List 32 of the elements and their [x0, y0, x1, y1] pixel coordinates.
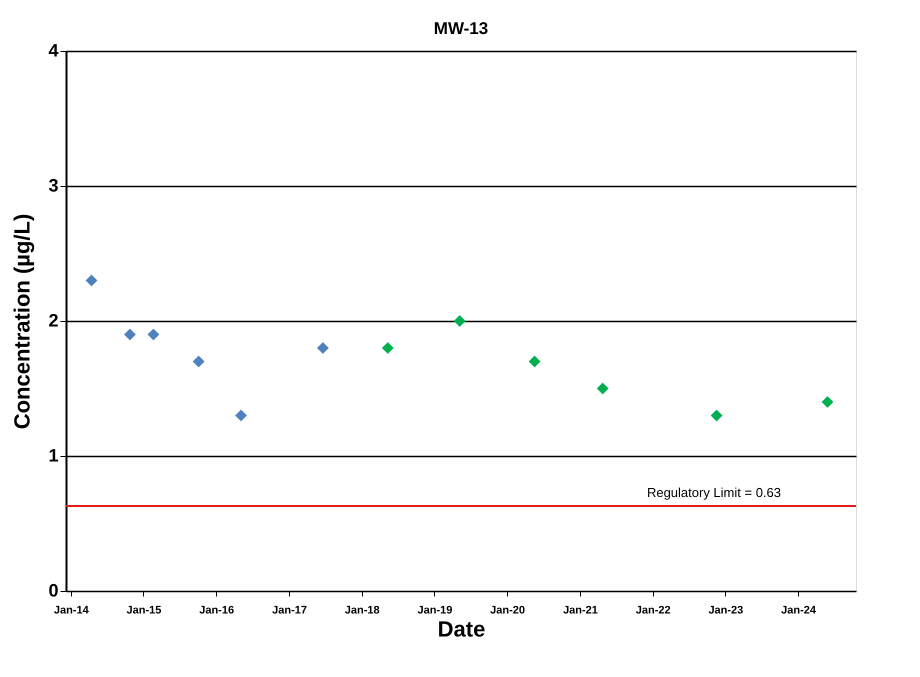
x-tick-label: Jan-24	[781, 604, 817, 616]
x-tick-label: Jan-15	[126, 604, 162, 616]
ref-line-label: Regulatory Limit = 0.63	[646, 484, 781, 500]
x-tick-label: Jan-19	[417, 604, 452, 616]
point	[192, 356, 205, 368]
point	[822, 396, 834, 408]
y-tick-label: 1	[48, 446, 58, 466]
point	[710, 410, 723, 422]
point	[235, 410, 247, 422]
point	[528, 356, 540, 368]
point	[124, 328, 136, 340]
x-tick-label: Jan-20	[490, 604, 526, 616]
x-tick-label: Jan-21	[563, 604, 598, 616]
y-tick-label: 3	[48, 176, 58, 196]
point	[316, 342, 329, 354]
point	[148, 328, 160, 340]
y-tick-label: 2	[48, 310, 58, 330]
y-tick-label: 4	[48, 40, 58, 60]
point	[596, 382, 609, 394]
y-tick-label: 0	[48, 580, 58, 600]
x-tick-label: Jan-17	[272, 604, 307, 616]
x-tick-label: Jan-16	[199, 604, 234, 616]
point	[454, 315, 466, 327]
chart-title: MW-13	[434, 19, 488, 38]
x-tick-label: Jan-14	[54, 604, 90, 616]
x-tick-label: Jan-22	[636, 604, 671, 616]
x-axis-title: Date	[438, 616, 486, 642]
y-axis-title: Concentration (µg/L)	[9, 214, 34, 430]
point	[382, 342, 394, 354]
x-tick-label: Jan-23	[708, 604, 744, 616]
point	[86, 274, 98, 286]
x-tick-label: Jan-18	[344, 604, 380, 616]
